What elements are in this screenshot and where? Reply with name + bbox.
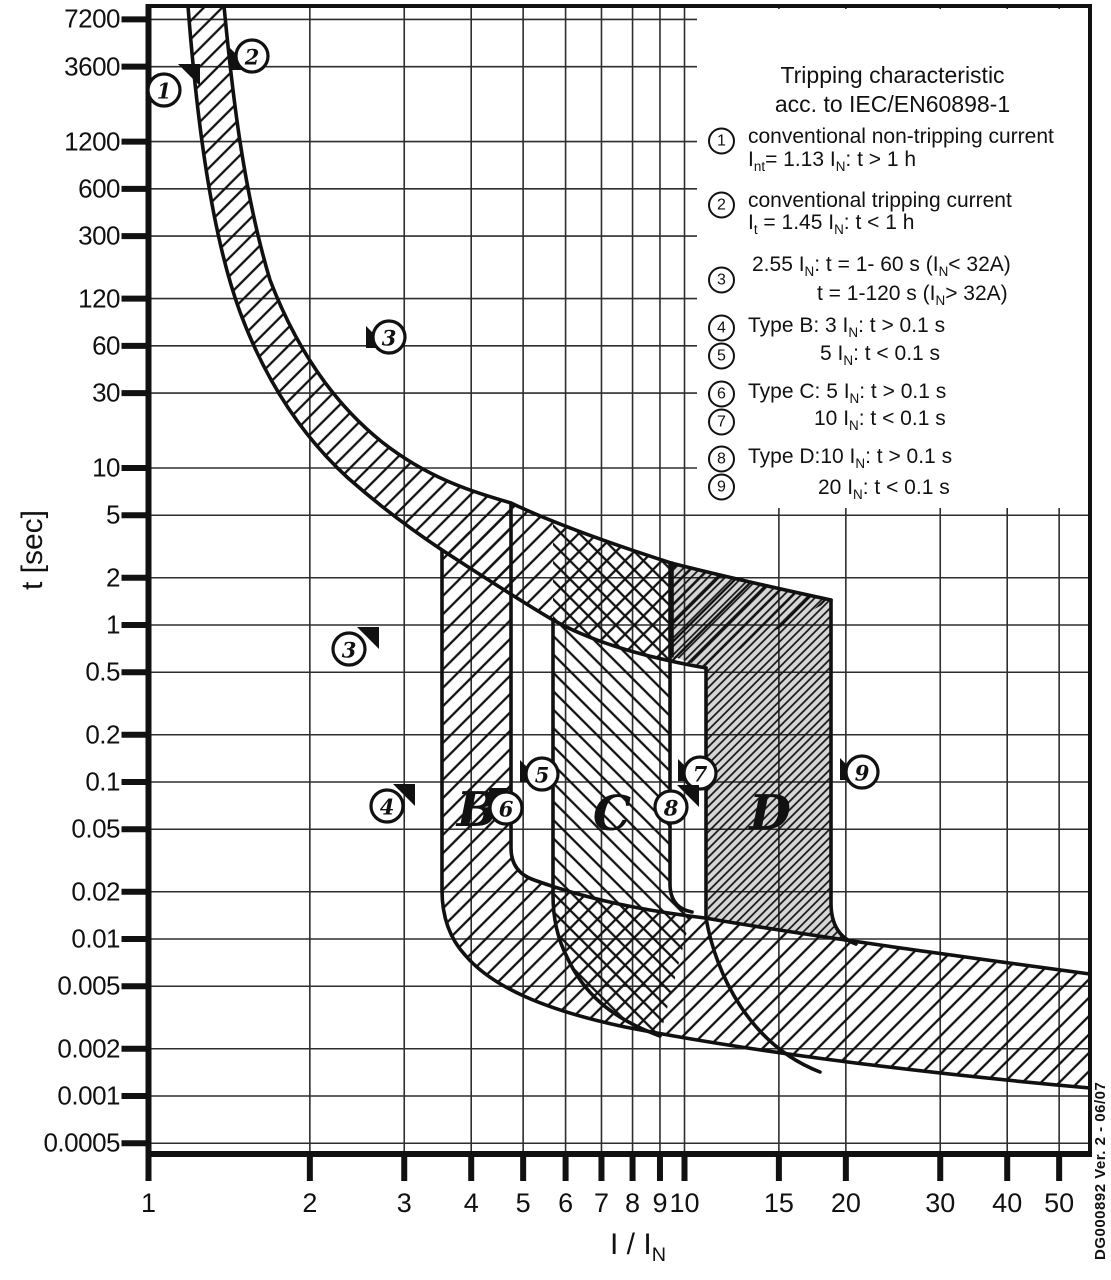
legend-item-text: 10 IN: t < 0.1 s: [814, 406, 946, 434]
plot-frame: [121, 4, 1092, 1181]
marker-5: 5: [520, 756, 560, 792]
band-boundary-curve: [222, 4, 833, 602]
svg-text:3: 3: [342, 638, 357, 663]
band-boundary-curve: [829, 598, 858, 946]
legend-title: Tripping characteristic acc. to IEC/EN60…: [697, 61, 1088, 119]
svg-text:3: 3: [382, 326, 397, 351]
svg-text:7: 7: [693, 762, 708, 787]
svg-text:2: 2: [244, 45, 260, 70]
legend-item-text: t = 1-120 s (IN> 32A): [817, 281, 1008, 309]
region-label-c: C: [593, 786, 631, 842]
band-boundary-curve: [186, 4, 708, 670]
marker-8: 8: [653, 785, 699, 825]
legend-item-number-7: 7: [708, 408, 735, 436]
legend-item-text: Type C: 5 IN: t > 0.1 s: [748, 379, 947, 407]
marker-1: 1: [146, 64, 200, 108]
band-boundary-curve: [704, 916, 822, 1074]
band-boundary-curve: [509, 501, 1092, 976]
legend-item-text: 2.55 IN: t = 1- 60 s (IN< 32A): [752, 252, 1011, 280]
marker-3: 3: [366, 319, 407, 355]
type-d-band: [672, 563, 856, 944]
x-axis-title-text: I / IN: [610, 1228, 666, 1266]
x-axis-title: I / IN: [568, 1228, 708, 1267]
band-boundary-curve: [668, 561, 694, 914]
legend-item-text: Type B: 3 IN: t > 0.1 s: [748, 313, 946, 341]
marker-3: 3: [331, 627, 379, 667]
band-boundary-curve: [440, 548, 1092, 1090]
legend-title-line2: acc. to IEC/EN60898-1: [774, 91, 1011, 117]
legend-item-text: conventional tripping current: [748, 189, 1012, 212]
legend-item-number-8: 8: [708, 445, 735, 473]
marker-pointer-triangle: [677, 785, 699, 807]
legend-item-number-6: 6: [708, 380, 735, 408]
legend-item-text: 5 IN: t < 0.1 s: [820, 341, 941, 369]
svg-text:5: 5: [535, 763, 550, 788]
legend-item-number-2: 2: [708, 191, 735, 219]
marker-4: 4: [369, 784, 415, 824]
band-boundary-curve: [551, 618, 662, 1038]
marker-7: 7: [678, 755, 718, 791]
legend-item-number-5: 5: [708, 342, 735, 370]
marker-pointer-triangle: [393, 784, 415, 806]
legend-item-text: Int= 1.13 IN: t > 1 h: [748, 147, 917, 175]
y-axis-title: t [sec]: [16, 475, 50, 625]
legend-item-text: conventional non-tripping current: [748, 125, 1054, 148]
legend-item-number-4: 4: [708, 314, 735, 342]
y-axis-title-text: t [sec]: [16, 509, 49, 591]
legend-title-line1: Tripping characteristic: [780, 62, 1005, 88]
tripping-bands: [186, 4, 1092, 1090]
document-number: DG000892 Ver. 2 - 06/07: [1092, 1081, 1109, 1260]
legend-item-number-9: 9: [708, 473, 735, 501]
marker-9: 9: [840, 754, 880, 790]
marker-2: 2: [230, 38, 270, 74]
legend-item-text: It = 1.45 IN: t < 1 h: [748, 210, 915, 238]
svg-text:8: 8: [663, 796, 679, 821]
region-label-d: D: [747, 785, 791, 841]
svg-text:6: 6: [499, 797, 514, 822]
marker-pointer-triangle: [357, 627, 379, 649]
marker-pointer-triangle: [178, 64, 200, 86]
legend-item-number-1: 1: [708, 127, 735, 155]
legend-item-text: Type D:10 IN: t > 0.1 s: [748, 444, 953, 472]
legend: Tripping characteristic acc. to IEC/EN60…: [697, 9, 1088, 508]
marker-6: 6: [488, 788, 524, 826]
type-c-band: [553, 524, 692, 1036]
legend-item-number-3: 3: [708, 266, 735, 294]
svg-text:9: 9: [855, 761, 870, 786]
legend-item-text: 20 IN: t < 0.1 s: [818, 475, 950, 503]
svg-text:4: 4: [380, 795, 395, 820]
svg-text:1: 1: [157, 79, 172, 104]
